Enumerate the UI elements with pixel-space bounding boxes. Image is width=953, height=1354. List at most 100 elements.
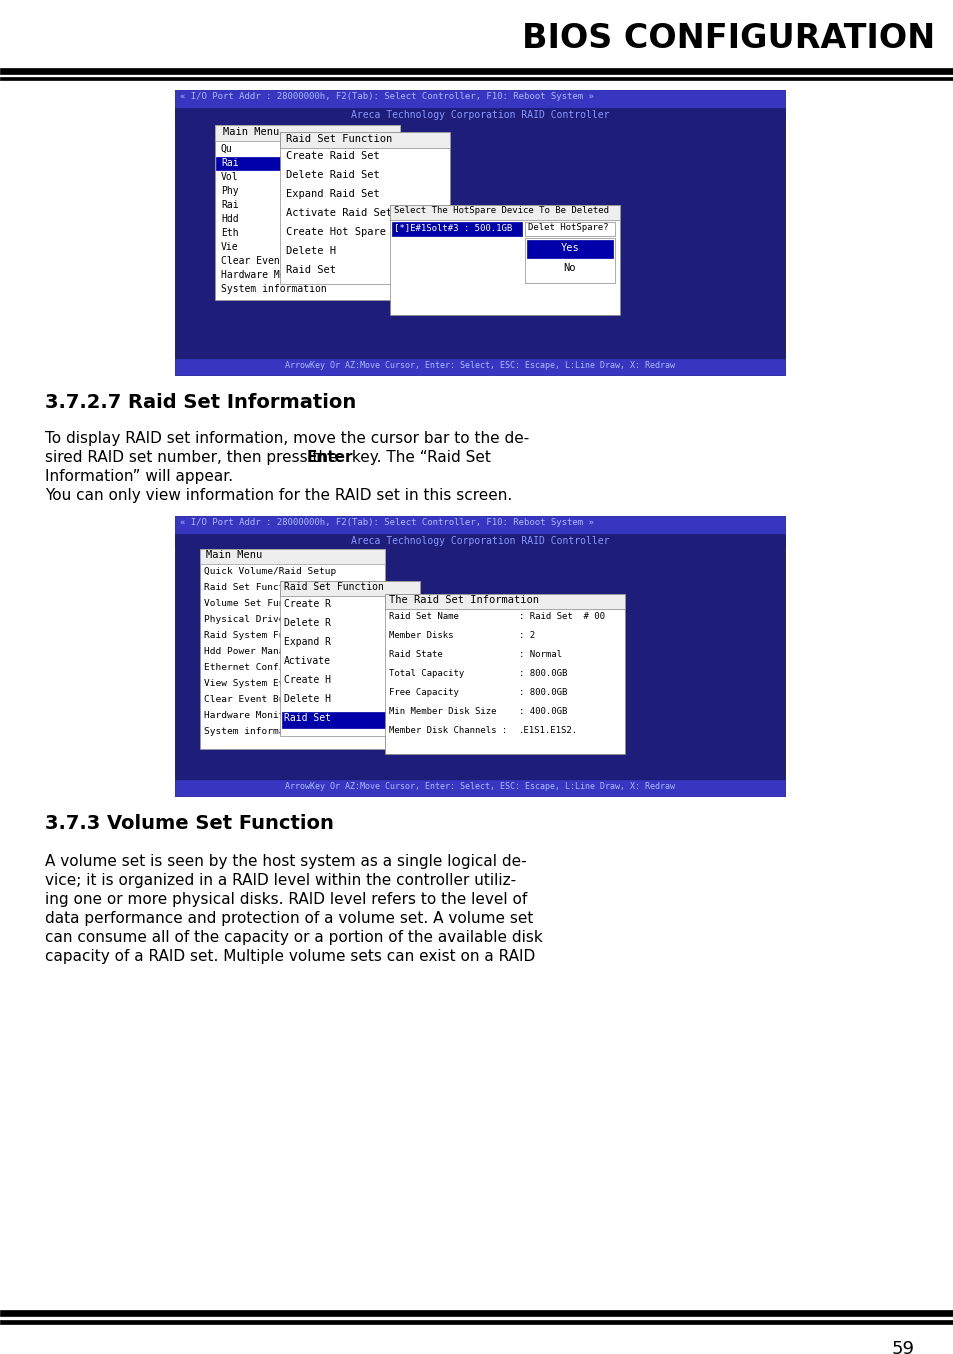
- Bar: [280, 131, 450, 284]
- Text: Member Disk Channels :: Member Disk Channels :: [389, 726, 507, 735]
- Bar: [174, 89, 784, 108]
- Text: Vie: Vie: [221, 242, 238, 252]
- Bar: [174, 780, 784, 796]
- Text: : 400.0GB: : 400.0GB: [518, 707, 567, 716]
- Text: ing one or more physical disks. RAID level refers to the level of: ing one or more physical disks. RAID lev…: [45, 892, 527, 907]
- Text: Enter: Enter: [307, 450, 354, 464]
- Text: Raid Set: Raid Set: [286, 265, 335, 275]
- Text: Select The HotSpare Device To Be Deleted: Select The HotSpare Device To Be Deleted: [394, 206, 608, 215]
- Text: Total Capacity: Total Capacity: [389, 669, 464, 678]
- Bar: [390, 204, 619, 219]
- Text: Raid State: Raid State: [389, 650, 442, 659]
- Text: ArrowKey Or AZ:Move Cursor, Enter: Select, ESC: Escape, L:Line Draw, X: Redraw: ArrowKey Or AZ:Move Cursor, Enter: Selec…: [285, 362, 675, 370]
- Text: Member Disks: Member Disks: [389, 631, 453, 640]
- Text: Delete R: Delete R: [284, 617, 331, 628]
- Bar: [385, 594, 624, 609]
- Text: Free Capacity: Free Capacity: [389, 688, 458, 697]
- Bar: [524, 222, 615, 236]
- Text: Create Hot Spare: Create Hot Spare: [286, 227, 386, 237]
- Text: Create R: Create R: [284, 598, 331, 609]
- Text: : 2: : 2: [518, 631, 535, 640]
- Bar: [174, 108, 784, 122]
- Bar: [385, 594, 624, 754]
- Text: : Raid Set  # 00: : Raid Set # 00: [518, 612, 604, 621]
- Text: Yes: Yes: [560, 242, 578, 253]
- Bar: [0, 77, 953, 80]
- Text: Raid Set: Raid Set: [284, 714, 331, 723]
- Text: Areca Technology Corporation RAID Controller: Areca Technology Corporation RAID Contro…: [351, 110, 609, 121]
- Text: Phy: Phy: [221, 185, 238, 196]
- Text: : Normal: : Normal: [518, 650, 561, 659]
- Text: « I/O Port Addr : 28000000h, F2(Tab): Select Controller, F10: Reboot System »: « I/O Port Addr : 28000000h, F2(Tab): Se…: [180, 92, 594, 102]
- Text: Activate Raid Set: Activate Raid Set: [286, 209, 392, 218]
- Bar: [0, 1320, 953, 1324]
- Text: Hardware Monitor: Hardware Monitor: [221, 269, 314, 280]
- Text: Raid Set Function: Raid Set Function: [286, 134, 392, 144]
- Text: Expand Raid Set: Expand Raid Set: [286, 190, 379, 199]
- Bar: [282, 712, 417, 728]
- Text: [*]E#1Solt#3 : 500.1GB: [*]E#1Solt#3 : 500.1GB: [394, 223, 512, 232]
- Text: « I/O Port Addr : 28000000h, F2(Tab): Select Controller, F10: Reboot System »: « I/O Port Addr : 28000000h, F2(Tab): Se…: [180, 519, 594, 527]
- Text: You can only view information for the RAID set in this screen.: You can only view information for the RA…: [45, 487, 512, 502]
- Text: Qu: Qu: [221, 144, 233, 154]
- Bar: [174, 533, 784, 547]
- Bar: [280, 581, 419, 737]
- Bar: [174, 516, 784, 533]
- Bar: [214, 125, 399, 141]
- Text: Rai: Rai: [221, 158, 238, 168]
- Text: Quick Volume/Raid Setup: Quick Volume/Raid Setup: [204, 567, 335, 575]
- Text: Areca Technology Corporation RAID Controller: Areca Technology Corporation RAID Contro…: [351, 536, 609, 546]
- Text: Physical Drives: Physical Drives: [204, 615, 290, 624]
- Text: The Raid Set Information: The Raid Set Information: [389, 594, 538, 605]
- Text: Ethernet Configu: Ethernet Configu: [204, 663, 295, 672]
- Text: Hdd Power Mana: Hdd Power Mana: [204, 647, 284, 655]
- Bar: [280, 131, 450, 148]
- Bar: [524, 238, 615, 283]
- Text: Eth: Eth: [221, 227, 238, 238]
- Text: Rai: Rai: [221, 200, 238, 210]
- Text: .E1S1.E1S2.: .E1S1.E1S2.: [518, 726, 578, 735]
- Text: data performance and protection of a volume set. A volume set: data performance and protection of a vol…: [45, 911, 533, 926]
- Bar: [0, 1311, 953, 1316]
- Bar: [174, 89, 784, 375]
- Text: Delet HotSpare?: Delet HotSpare?: [527, 223, 608, 232]
- Text: 59: 59: [891, 1340, 914, 1354]
- Text: System informati: System informati: [204, 727, 295, 737]
- Text: 3.7.3 Volume Set Function: 3.7.3 Volume Set Function: [45, 814, 334, 833]
- Text: Raid System Fun: Raid System Fun: [204, 631, 290, 640]
- Text: Volume Set Func: Volume Set Func: [204, 598, 290, 608]
- Text: BIOS CONFIGURATION: BIOS CONFIGURATION: [521, 22, 934, 54]
- Bar: [200, 548, 385, 749]
- Bar: [526, 240, 613, 259]
- Text: Expand R: Expand R: [284, 636, 331, 647]
- Text: Raid Set Function: Raid Set Function: [204, 584, 301, 592]
- Text: Main Menu: Main Menu: [223, 127, 279, 137]
- Text: 3.7.2.7 Raid Set Information: 3.7.2.7 Raid Set Information: [45, 393, 355, 412]
- Text: vice; it is organized in a RAID level within the controller utiliz-: vice; it is organized in a RAID level wi…: [45, 873, 516, 888]
- Text: key. The “Raid Set: key. The “Raid Set: [347, 450, 491, 464]
- Text: capacity of a RAID set. Multiple volume sets can exist on a RAID: capacity of a RAID set. Multiple volume …: [45, 949, 535, 964]
- Bar: [215, 157, 398, 171]
- Bar: [0, 68, 953, 74]
- Text: Delete Raid Set: Delete Raid Set: [286, 171, 379, 180]
- Text: Clear Event Buffer: Clear Event Buffer: [221, 256, 327, 265]
- Bar: [392, 222, 521, 236]
- Text: View System Eve: View System Eve: [204, 678, 290, 688]
- Text: Delete H: Delete H: [286, 246, 335, 256]
- Text: : 800.0GB: : 800.0GB: [518, 669, 567, 678]
- Text: A volume set is seen by the host system as a single logical de-: A volume set is seen by the host system …: [45, 854, 526, 869]
- Text: Main Menu: Main Menu: [206, 550, 262, 561]
- Text: Activate: Activate: [284, 655, 331, 666]
- Text: can consume all of the capacity or a portion of the available disk: can consume all of the capacity or a por…: [45, 930, 542, 945]
- Text: ArrowKey Or AZ:Move Cursor, Enter: Select, ESC: Escape, L:Line Draw, X: Redraw: ArrowKey Or AZ:Move Cursor, Enter: Selec…: [285, 783, 675, 791]
- Text: Min Member Disk Size: Min Member Disk Size: [389, 707, 496, 716]
- Bar: [0, 0, 953, 74]
- Text: System information: System information: [221, 284, 327, 294]
- Text: Hdd: Hdd: [221, 214, 238, 223]
- Bar: [390, 204, 619, 315]
- Text: To display RAID set information, move the cursor bar to the de-: To display RAID set information, move th…: [45, 431, 529, 445]
- Text: Information” will appear.: Information” will appear.: [45, 468, 233, 483]
- Bar: [174, 359, 784, 375]
- Text: sired RAID set number, then press the: sired RAID set number, then press the: [45, 450, 342, 464]
- Bar: [174, 516, 784, 796]
